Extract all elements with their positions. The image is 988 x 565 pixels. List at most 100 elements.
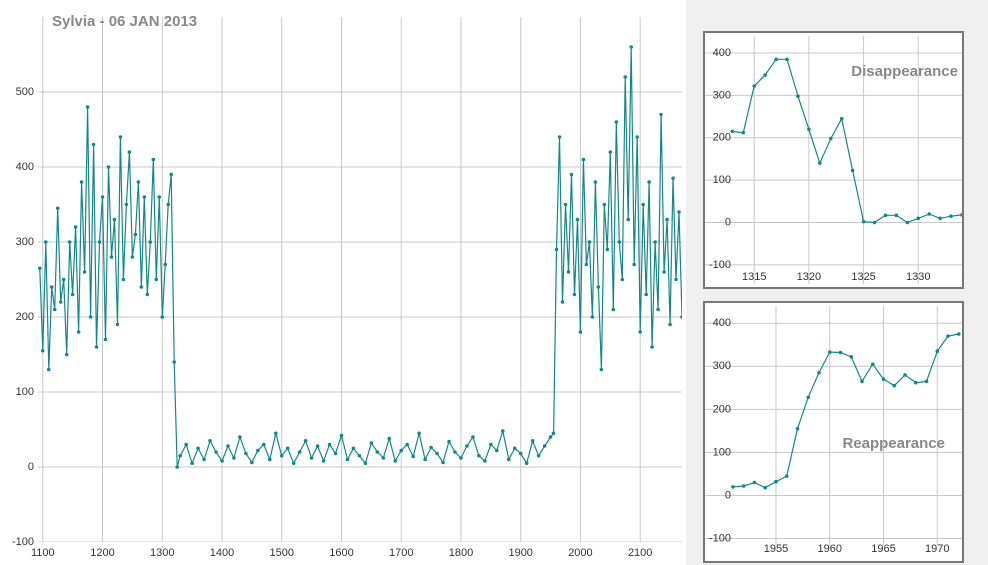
data-point <box>548 435 553 439</box>
data-point <box>557 135 562 139</box>
data-point <box>665 217 669 222</box>
data-point <box>659 112 663 117</box>
data-point <box>345 457 350 462</box>
data-point <box>124 202 129 207</box>
data-point <box>52 307 57 312</box>
data-point <box>238 435 242 439</box>
data-point <box>551 431 556 436</box>
data-point <box>581 157 586 162</box>
data-point <box>297 450 302 454</box>
y-tick-label: -100 <box>12 536 34 548</box>
data-point <box>163 262 168 267</box>
data-point <box>38 266 42 271</box>
y-tick-label: 300 <box>16 236 34 248</box>
data-point <box>214 450 218 454</box>
data-point <box>139 285 144 289</box>
data-point <box>67 240 72 244</box>
data-point <box>605 247 610 252</box>
data-point <box>202 457 206 462</box>
data-point <box>530 438 535 443</box>
data-point <box>730 129 735 134</box>
data-point <box>752 84 757 88</box>
data-point <box>587 240 592 244</box>
x-tick-label: 1400 <box>210 547 234 559</box>
data-point <box>806 395 811 400</box>
data-point <box>626 217 631 222</box>
data-point <box>632 262 637 267</box>
data-point <box>566 270 571 274</box>
data-point <box>641 202 645 207</box>
data-point <box>441 460 445 465</box>
data-point <box>43 240 48 244</box>
data-point <box>154 277 159 282</box>
data-point <box>629 45 634 49</box>
data-point <box>956 332 961 336</box>
data-point <box>196 446 200 451</box>
data-point <box>94 345 99 349</box>
data-point <box>827 350 832 354</box>
data-point <box>483 459 487 463</box>
data-point <box>938 216 942 221</box>
plot <box>705 36 962 284</box>
data-point <box>795 426 800 431</box>
chart-title: Reappearance <box>842 435 945 452</box>
data-point <box>118 135 123 139</box>
data-point <box>828 136 833 141</box>
data-point <box>653 240 657 244</box>
data-point <box>169 172 174 177</box>
y-tick-label: -100 <box>709 259 731 271</box>
data-point <box>106 165 111 169</box>
data-point <box>226 444 230 448</box>
data-point <box>148 240 153 244</box>
y-tick-label: 300 <box>713 89 731 101</box>
data-point <box>423 457 427 462</box>
data-point <box>849 355 854 359</box>
data-point <box>321 459 326 463</box>
data-point <box>82 270 87 274</box>
data-point <box>731 485 735 489</box>
y-tick-label: 400 <box>16 161 34 173</box>
data-point <box>73 225 78 229</box>
data-point <box>112 217 117 222</box>
data-point <box>375 450 380 454</box>
data-point <box>208 438 212 443</box>
data-point <box>244 451 248 456</box>
x-tick-label: 1955 <box>764 543 788 555</box>
y-tick-label: 100 <box>713 174 731 186</box>
data-point <box>903 373 907 377</box>
y-tick-label: 0 <box>725 489 731 501</box>
y-tick-label: 200 <box>713 403 731 415</box>
data-point <box>671 176 675 181</box>
data-point <box>417 431 421 436</box>
data-point <box>157 195 162 199</box>
y-tick-label: 400 <box>713 47 731 59</box>
data-point <box>178 453 182 458</box>
data-point <box>611 307 616 312</box>
data-point <box>572 292 577 297</box>
x-tick-label: 1700 <box>389 547 413 559</box>
data-point <box>88 315 93 319</box>
data-point <box>590 315 595 319</box>
y-tick-label: 0 <box>28 461 34 473</box>
data-point <box>399 448 404 453</box>
data-point <box>471 435 475 439</box>
data-point <box>115 322 120 327</box>
y-tick-label: 300 <box>713 360 731 372</box>
data-point <box>477 453 481 458</box>
x-tick-label: 1200 <box>90 547 114 559</box>
data-point <box>327 442 332 447</box>
x-tick-label: 1325 <box>851 271 875 283</box>
data-point <box>91 142 96 147</box>
x-tick-label: 2100 <box>628 547 652 559</box>
data-point <box>262 442 266 447</box>
data-point <box>309 456 314 460</box>
data-point <box>602 202 607 207</box>
plot <box>38 17 682 542</box>
data-point <box>870 362 875 366</box>
data-point <box>784 474 789 478</box>
x-tick-label: 1900 <box>508 547 532 559</box>
data-point <box>916 216 921 221</box>
data-point <box>518 451 523 456</box>
x-tick-label: 1330 <box>906 271 930 283</box>
data-point <box>40 348 45 353</box>
